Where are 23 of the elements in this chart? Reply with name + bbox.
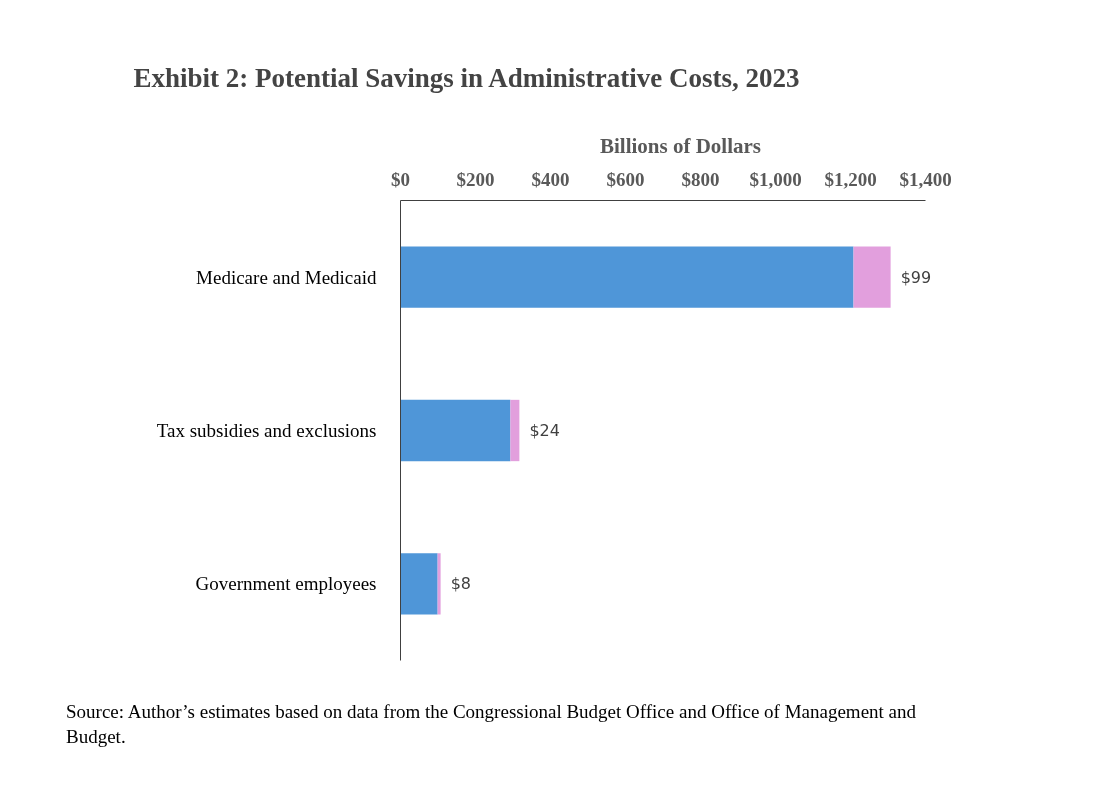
bar [853,246,891,308]
data-label: $8 [450,574,471,594]
bar [400,399,511,462]
x-tick-label: $600 [606,168,645,190]
x-tick-label: $0 [391,168,410,190]
data-label: $24 [529,421,560,440]
bar [437,553,441,615]
y-tick-label: Tax subsidies and exclusions [156,420,377,441]
chart-title: Exhibit 2: Potential Savings in Administrative Costs, 2023 [133,63,800,93]
x-tick-label: $1,200 [824,168,877,190]
x-tick-label: $800 [681,168,720,190]
bar [400,553,438,615]
x-axis-title: Billions of Dollars [599,133,762,158]
bar [400,246,854,308]
x-tick-label: $1,000 [749,168,802,190]
y-tick-label: Medicare and Medicaid [196,266,377,288]
x-tick-label: $1,400 [899,168,952,190]
x-tick-label: $200 [456,168,495,190]
y-tick-label: Government employees [195,573,377,595]
x-tick-label: $400 [531,168,570,190]
source-note: Source: Author’s estimates based on data from the Congressional Budget Office and Office of Management and Budget. [66,700,917,749]
bar [510,399,520,462]
data-label: $99 [900,267,932,287]
